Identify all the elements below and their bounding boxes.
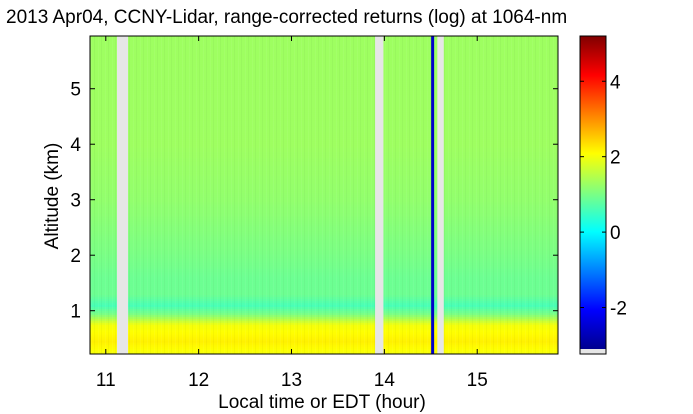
no-data-gap [437,36,444,354]
colorbar-nodata-swatch [580,349,606,354]
x-axis-ticks: 11 12 13 14 15 [96,36,488,391]
plot-frame [89,35,559,355]
no-data-gap [375,36,384,354]
low-value-streak [431,36,435,354]
chart-title: 2013 Apr04, CCNY-Lidar, range-corrected … [6,7,567,28]
colorbar-tick-label: -2 [610,299,627,320]
texture-overlay [90,36,558,354]
x-axis-label: Local time or EDT (hour) [218,392,426,413]
x-tick-label: 12 [188,370,209,391]
x-tick-label: 15 [467,370,488,391]
x-tick-label: 13 [281,370,302,391]
colorbar-tick-label: 4 [610,72,621,93]
plot-area [90,36,558,354]
y-tick-label: 5 [70,80,81,101]
y-tick-label: 2 [70,246,81,267]
colorbar-tick-label: 2 [610,148,621,169]
colorbar-tick-label: 0 [610,223,621,244]
y-axis-label: Altitude (km) [42,143,63,250]
no-data-gap [116,36,129,354]
colorbar: -2 0 2 4 [579,35,627,355]
no-data-gaps [116,36,444,354]
colorbar-ticks: -2 0 2 4 [580,72,627,320]
y-tick-label: 1 [70,302,81,323]
y-tick-label: 4 [70,135,81,156]
colorbar-frame [579,35,607,355]
y-tick-label: 3 [70,191,81,212]
colorbar-ramp [580,36,606,349]
x-tick-label: 11 [96,370,116,391]
y-axis-ticks: 1 2 3 4 5 [70,80,558,323]
x-tick-label: 14 [374,370,396,391]
